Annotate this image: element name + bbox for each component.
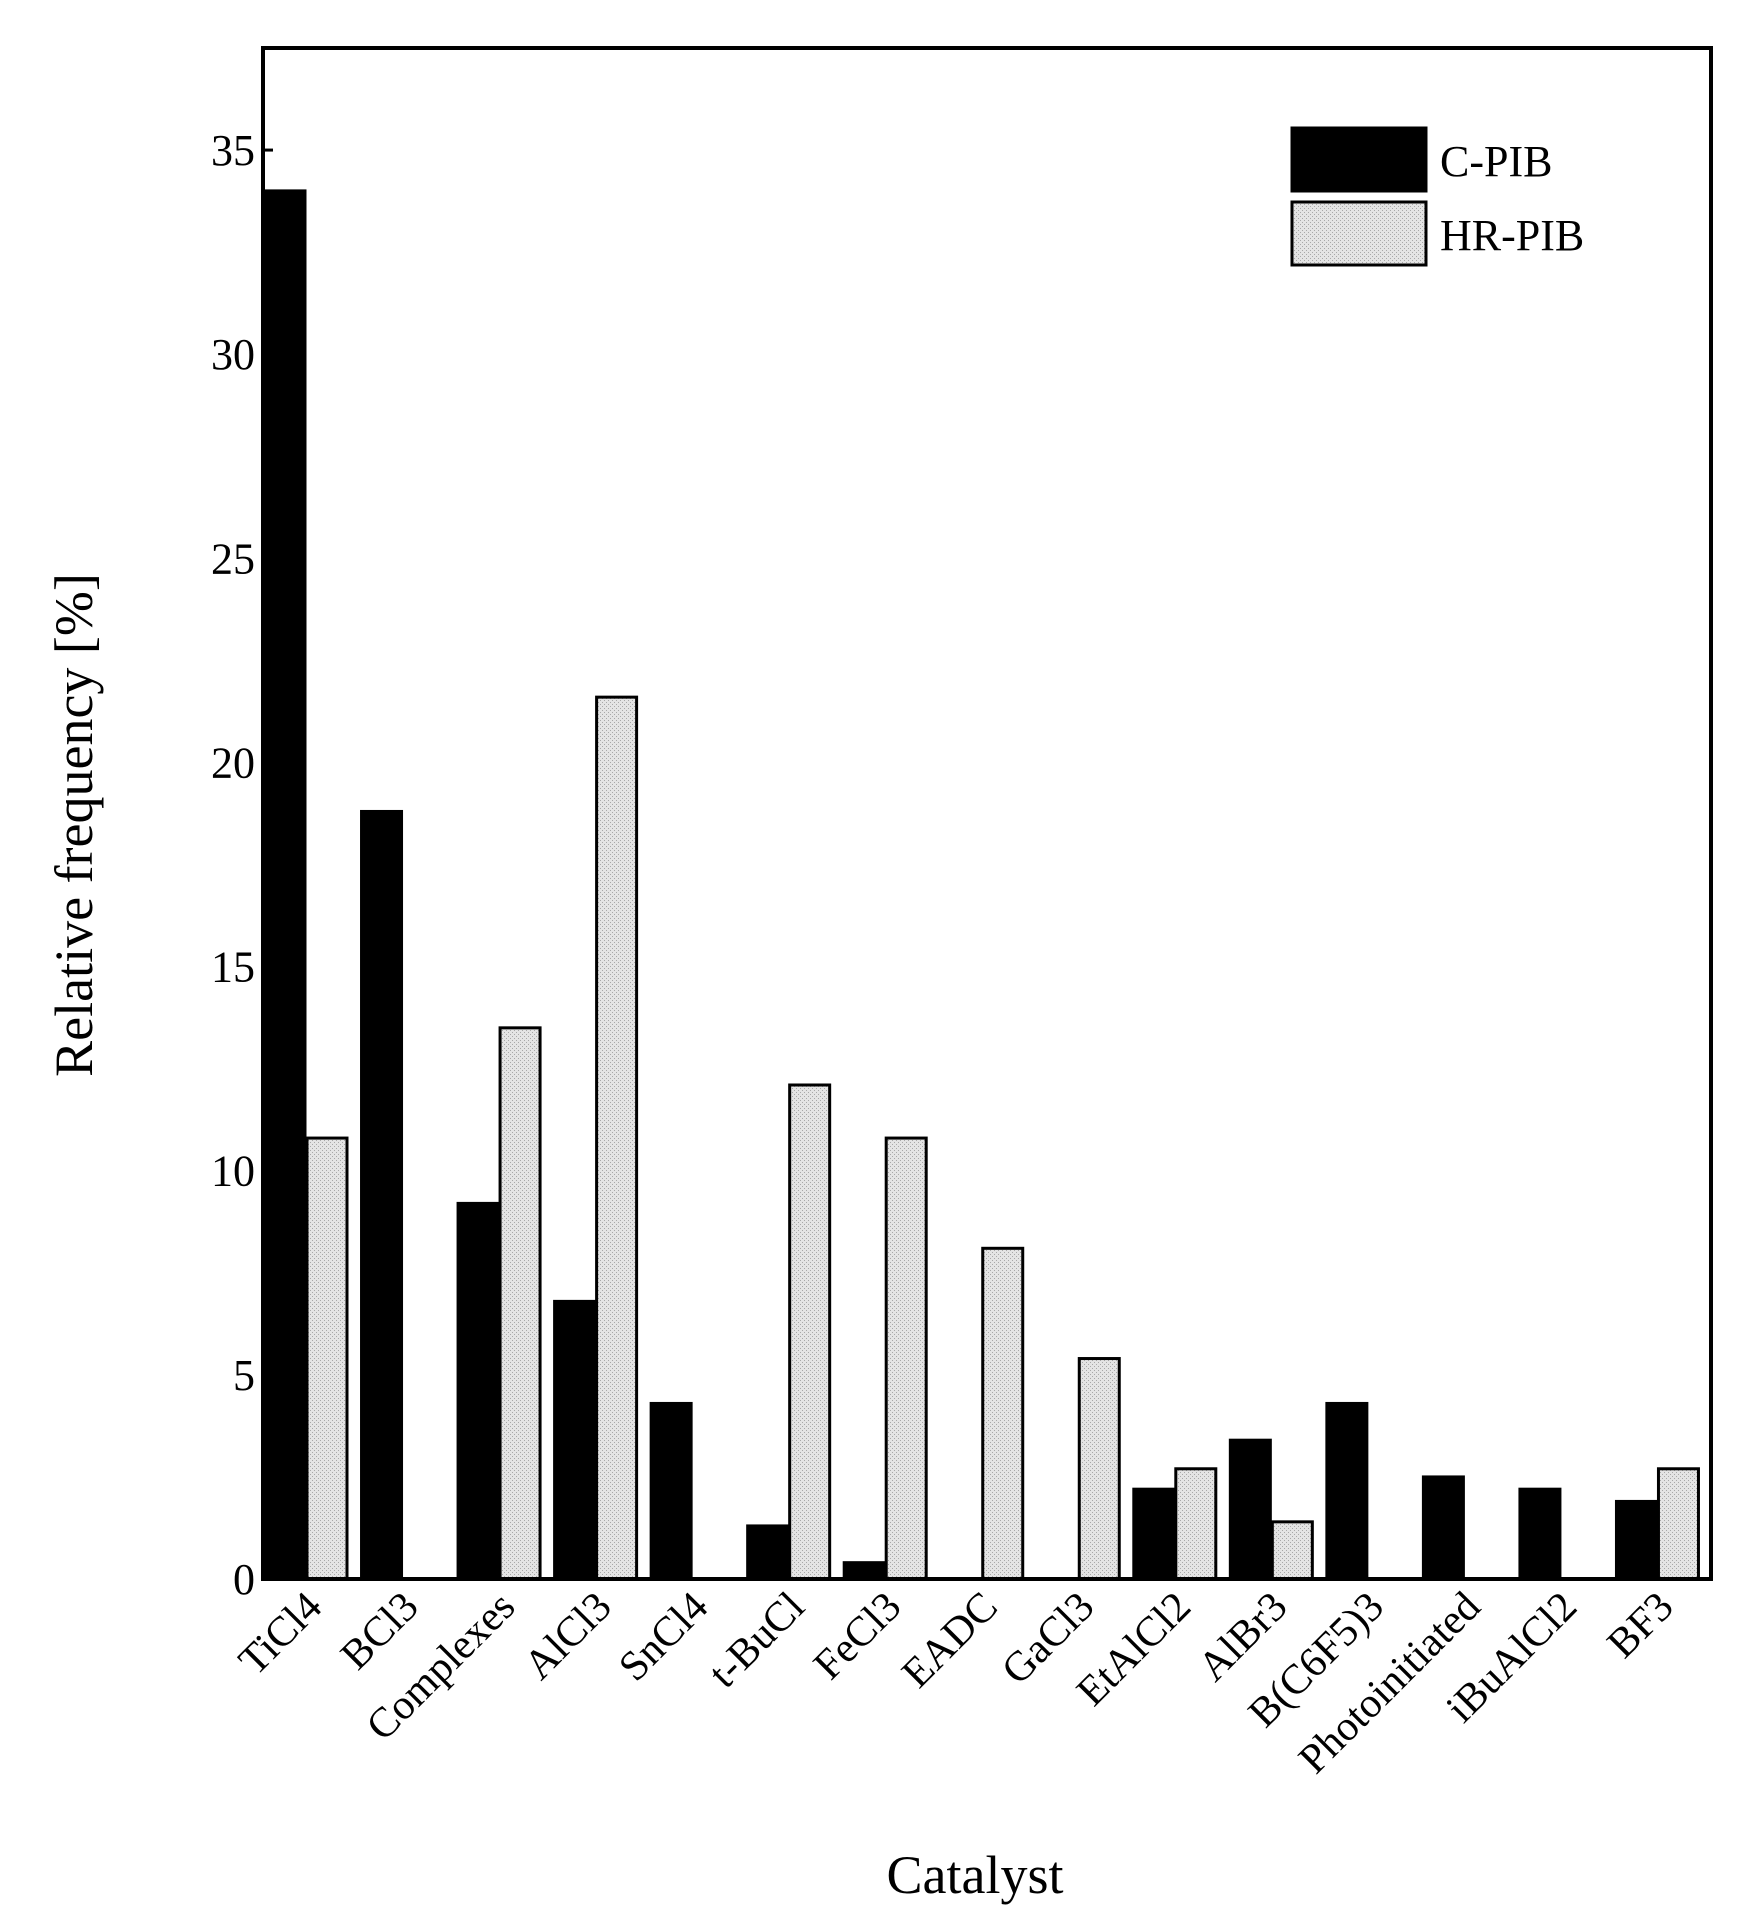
bar-c-pib-3: [553, 1299, 597, 1581]
bar-c-pib-1: [360, 809, 404, 1581]
bar-hr-pib-3: [595, 695, 639, 1581]
bar-c-pib-10: [1228, 1438, 1272, 1581]
legend-swatch-hr-pib: [1290, 200, 1428, 267]
bar-hr-pib-14: [1656, 1467, 1700, 1581]
category-label-6: FeCl3: [805, 1584, 910, 1689]
category-label-4: SnCl4: [610, 1584, 717, 1691]
bar-c-pib-6: [842, 1561, 886, 1581]
y-tick-label-6: 30: [211, 330, 255, 379]
category-label-14: BF3: [1599, 1584, 1683, 1668]
bar-hr-pib-6: [884, 1136, 928, 1581]
bar-c-pib-12: [1421, 1475, 1465, 1581]
bar-c-pib-11: [1325, 1401, 1369, 1581]
bar-c-pib-0: [263, 189, 307, 1581]
plot-frame: [261, 46, 1713, 1581]
bar-hr-pib-10: [1270, 1520, 1314, 1581]
bar-c-pib-9: [1132, 1487, 1176, 1581]
legend: C-PIB HR-PIB: [1290, 126, 1584, 267]
y-tick-label-4: 20: [211, 738, 255, 787]
bar-hr-pib-9: [1174, 1467, 1218, 1581]
legend-swatch-c-pib: [1290, 126, 1428, 193]
bar-hr-pib-5: [788, 1083, 832, 1581]
bar-hr-pib-7: [981, 1246, 1025, 1581]
y-tick-label-7: 35: [211, 126, 255, 175]
y-tick-label-1: 5: [233, 1351, 255, 1400]
y-axis-title: Relative frequency [%]: [44, 573, 104, 1077]
category-labels: TiCl4 BCl3ComplexesAlCl3SnCl4t-BuClFeCl3E…: [230, 1584, 1682, 1783]
bar-hr-pib-2: [498, 1026, 542, 1581]
bars-layer: [263, 189, 1700, 1581]
y-tick-label-5: 25: [211, 534, 255, 583]
x-axis-title: Catalyst: [887, 1845, 1064, 1905]
y-tick-label-0: 0: [233, 1555, 255, 1604]
y-tick-label-2: 10: [211, 1147, 255, 1196]
y-axis-ticks: 0 5 10 15 20 25 30 35: [211, 126, 273, 1604]
bar-c-pib-2: [456, 1201, 500, 1581]
category-label-3: AlCl3: [516, 1584, 621, 1689]
category-label-7: EADC: [893, 1584, 1006, 1697]
bar-c-pib-4: [649, 1401, 693, 1581]
bar-hr-pib-0: [305, 1136, 349, 1581]
bar-c-pib-5: [746, 1524, 790, 1581]
bar-hr-pib-8: [1077, 1357, 1121, 1581]
bar-c-pib-14: [1614, 1499, 1658, 1581]
bar-c-pib-13: [1518, 1487, 1562, 1581]
category-label-5: t-BuCl: [700, 1584, 813, 1697]
legend-label-c-pib: C-PIB: [1440, 137, 1552, 186]
legend-label-hr-pib: HR-PIB: [1440, 211, 1584, 260]
y-tick-label-3: 15: [211, 943, 255, 992]
